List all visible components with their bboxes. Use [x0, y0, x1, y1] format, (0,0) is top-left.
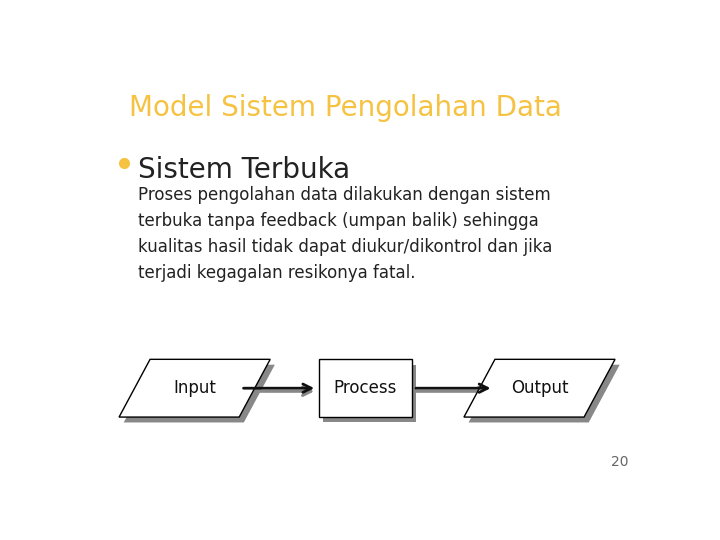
Text: 20: 20 — [611, 455, 629, 469]
Text: Model Sistem Pengolahan Data: Model Sistem Pengolahan Data — [129, 94, 562, 122]
Text: Proses pengolahan data dilakukan dengan sistem
terbuka tanpa feedback (umpan bal: Proses pengolahan data dilakukan dengan … — [138, 186, 552, 281]
Polygon shape — [119, 359, 270, 417]
Bar — [323, 364, 416, 422]
Text: Sistem Terbuka: Sistem Terbuka — [138, 156, 350, 184]
Polygon shape — [124, 364, 275, 422]
Bar — [319, 359, 412, 417]
Polygon shape — [469, 364, 620, 422]
Text: Process: Process — [333, 379, 397, 397]
Text: Output: Output — [510, 379, 568, 397]
Polygon shape — [464, 359, 615, 417]
Text: Input: Input — [174, 379, 216, 397]
